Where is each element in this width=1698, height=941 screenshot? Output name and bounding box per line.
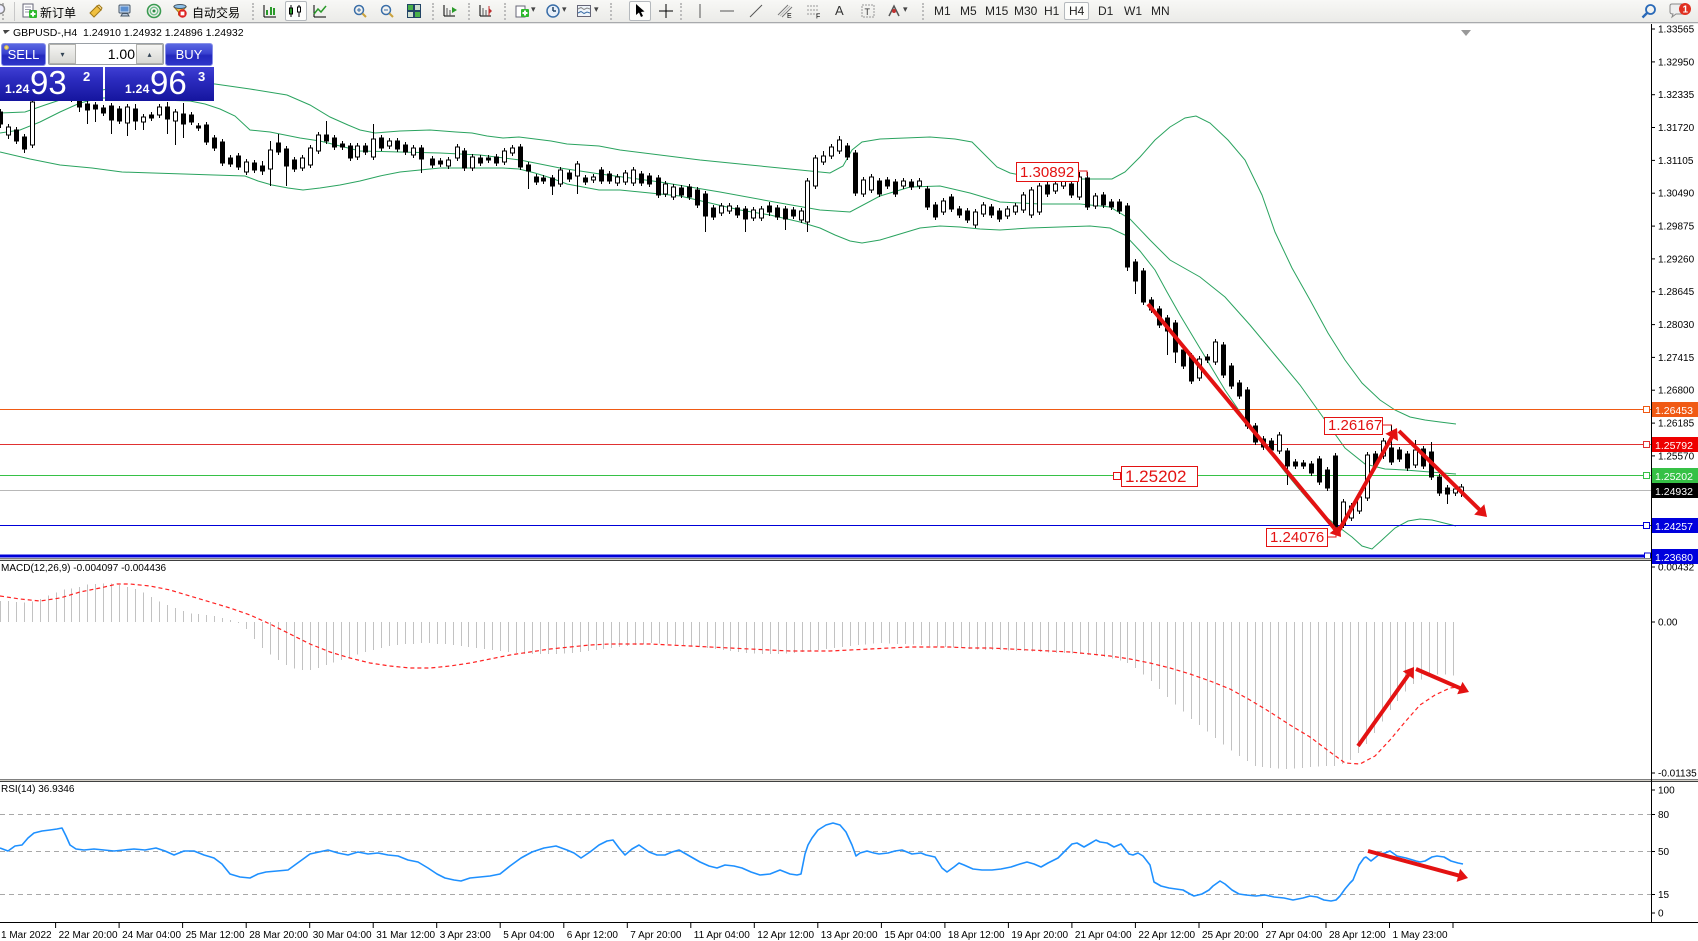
svg-text:1.32950: 1.32950 [1658, 57, 1695, 68]
svg-text:1.25792: 1.25792 [1655, 440, 1693, 452]
svg-text:27 Apr 04:00: 27 Apr 04:00 [1266, 930, 1323, 941]
svg-text:1.24076: 1.24076 [1270, 529, 1324, 546]
svg-text:13 Apr 20:00: 13 Apr 20:00 [821, 930, 878, 941]
svg-text:T: T [865, 7, 871, 17]
svg-text:1.31105: 1.31105 [1658, 156, 1694, 167]
svg-text:80: 80 [1658, 810, 1670, 821]
svg-text:1.28645: 1.28645 [1658, 287, 1695, 298]
svg-text:1.30892: 1.30892 [1020, 164, 1074, 181]
svg-text:1.30490: 1.30490 [1658, 189, 1695, 200]
svg-text:0.00: 0.00 [1658, 618, 1678, 629]
svg-text:19 Apr 20:00: 19 Apr 20:00 [1011, 930, 1068, 941]
svg-text:15: 15 [1658, 890, 1670, 901]
svg-text:1.26167: 1.26167 [1328, 417, 1382, 434]
svg-text:E: E [787, 13, 792, 19]
svg-text:1.29875: 1.29875 [1658, 222, 1695, 233]
svg-text:F: F [816, 14, 820, 20]
svg-text:1.25202: 1.25202 [1655, 471, 1693, 483]
svg-text:1.23680: 1.23680 [1655, 552, 1693, 564]
svg-text:1.25570: 1.25570 [1658, 451, 1695, 462]
svg-text:5 Apr 04:00: 5 Apr 04:00 [503, 930, 555, 941]
svg-text:3 Apr 23:00: 3 Apr 23:00 [440, 930, 492, 941]
svg-text:1 May 23:00: 1 May 23:00 [1393, 930, 1448, 941]
svg-text:1.29260: 1.29260 [1658, 254, 1695, 265]
svg-text:28 Mar 20:00: 28 Mar 20:00 [249, 930, 308, 941]
svg-text:1.26453: 1.26453 [1655, 405, 1693, 417]
svg-text:RSI(14) 36.9346: RSI(14) 36.9346 [1, 784, 75, 795]
svg-text:22 Mar 20:00: 22 Mar 20:00 [59, 930, 118, 941]
svg-text:11 Apr 04:00: 11 Apr 04:00 [694, 930, 750, 941]
svg-text:1: 1 [1683, 5, 1689, 16]
svg-text:25 Apr 20:00: 25 Apr 20:00 [1202, 930, 1259, 941]
svg-text:1.28030: 1.28030 [1658, 320, 1695, 331]
svg-text:1 Mar 2022: 1 Mar 2022 [1, 930, 52, 941]
svg-text:7 Apr 20:00: 7 Apr 20:00 [630, 930, 682, 941]
svg-text:12 Apr 12:00: 12 Apr 12:00 [757, 930, 814, 941]
svg-text:1.26800: 1.26800 [1658, 386, 1695, 397]
svg-text:30 Mar 04:00: 30 Mar 04:00 [313, 930, 372, 941]
svg-text:1.26185: 1.26185 [1658, 419, 1695, 430]
svg-text:1.31720: 1.31720 [1658, 123, 1695, 134]
svg-text:1.32335: 1.32335 [1658, 90, 1695, 101]
svg-text:1.24257: 1.24257 [1655, 521, 1693, 533]
svg-text:1.33565: 1.33565 [1658, 25, 1695, 36]
svg-text:22 Apr 12:00: 22 Apr 12:00 [1138, 930, 1195, 941]
svg-text:24 Mar 04:00: 24 Mar 04:00 [122, 930, 181, 941]
svg-text:18 Apr 12:00: 18 Apr 12:00 [948, 930, 1005, 941]
svg-text:25 Mar 12:00: 25 Mar 12:00 [186, 930, 245, 941]
svg-text:-0.01135: -0.01135 [1658, 769, 1697, 780]
svg-text:0.00432: 0.00432 [1658, 563, 1695, 574]
svg-text:GBPUSD-,H4 1.24910 1.24932 1.: GBPUSD-,H4 1.24910 1.24932 1.24896 1.249… [13, 27, 244, 39]
svg-text:MACD(12,26,9) -0.004097 -0.004: MACD(12,26,9) -0.004097 -0.004436 [1, 563, 167, 574]
svg-text:21 Apr 04:00: 21 Apr 04:00 [1075, 930, 1132, 941]
svg-text:28 Apr 12:00: 28 Apr 12:00 [1329, 930, 1386, 941]
svg-text:0: 0 [1658, 909, 1664, 920]
svg-text:31 Mar 12:00: 31 Mar 12:00 [376, 930, 435, 941]
svg-text:1.27415: 1.27415 [1658, 353, 1695, 364]
svg-text:100: 100 [1658, 786, 1675, 797]
svg-text:1.24932: 1.24932 [1655, 486, 1693, 498]
svg-text:15 Apr 04:00: 15 Apr 04:00 [884, 930, 941, 941]
svg-text:6 Apr 12:00: 6 Apr 12:00 [567, 930, 619, 941]
svg-text:50: 50 [1658, 847, 1670, 858]
svg-text:1.25202: 1.25202 [1125, 467, 1186, 486]
